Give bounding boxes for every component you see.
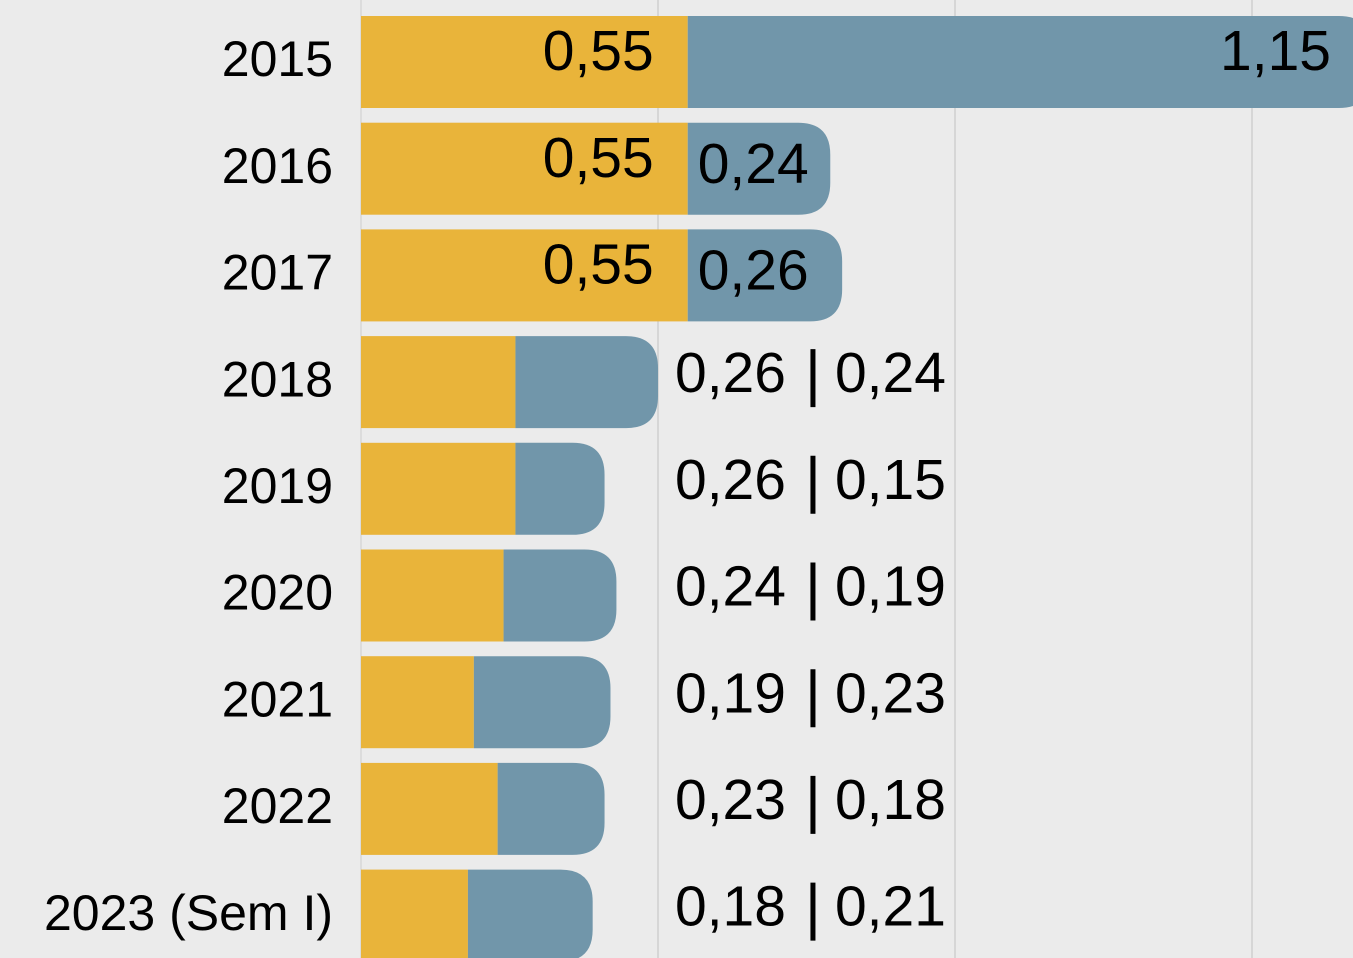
category-label: 2021 <box>222 671 333 727</box>
bar-segment <box>361 16 688 108</box>
bar-segment <box>503 549 617 642</box>
category-label: 2017 <box>222 245 333 301</box>
value-label: 0,23 <box>675 768 786 832</box>
value-label: 0,24 <box>698 132 809 196</box>
bar-segment <box>687 122 831 215</box>
bar-segment <box>361 442 516 535</box>
value-label: 0,24 <box>675 555 786 619</box>
value-label: 0,18 <box>675 875 786 939</box>
bar-segment <box>361 656 474 749</box>
value-label: 0,26 <box>698 238 809 302</box>
value-label: 0,18 <box>835 768 946 832</box>
value-label: 0,24 <box>835 341 946 405</box>
bar-segment <box>361 549 504 642</box>
bar-segment <box>361 122 688 215</box>
category-label: 2016 <box>222 138 333 194</box>
value-label: 0,15 <box>835 448 946 512</box>
value-label: 0,55 <box>543 126 654 190</box>
category-label: 2020 <box>222 565 333 621</box>
value-label: 0,23 <box>835 661 946 725</box>
bar-segment <box>361 762 498 855</box>
category-label: 2023 (Sem I) <box>44 885 333 941</box>
category-label: 2018 <box>222 351 333 407</box>
bar-segment <box>361 229 688 322</box>
value-label: 0,26 <box>675 448 786 512</box>
bar-segment <box>515 442 605 535</box>
value-label: 0,55 <box>543 19 654 83</box>
bar-segment <box>515 336 659 429</box>
value-label: 0,19 <box>675 661 786 725</box>
bar-segment <box>473 656 611 749</box>
value-label: 0,55 <box>543 232 654 296</box>
value-label: 1,15 <box>1220 19 1331 83</box>
value-label: 0,26 <box>675 341 786 405</box>
bar-segment <box>361 336 516 429</box>
value-label: 0,21 <box>835 875 946 939</box>
bar-segment <box>467 869 593 958</box>
category-label: 2022 <box>222 778 333 834</box>
bar-segment <box>687 16 1353 108</box>
category-label: 2015 <box>222 31 333 87</box>
bar-segment <box>497 762 605 855</box>
bar-segment <box>687 229 843 322</box>
value-label: 0,19 <box>835 555 946 619</box>
category-label: 2019 <box>222 458 333 514</box>
bar-segment <box>361 869 468 958</box>
